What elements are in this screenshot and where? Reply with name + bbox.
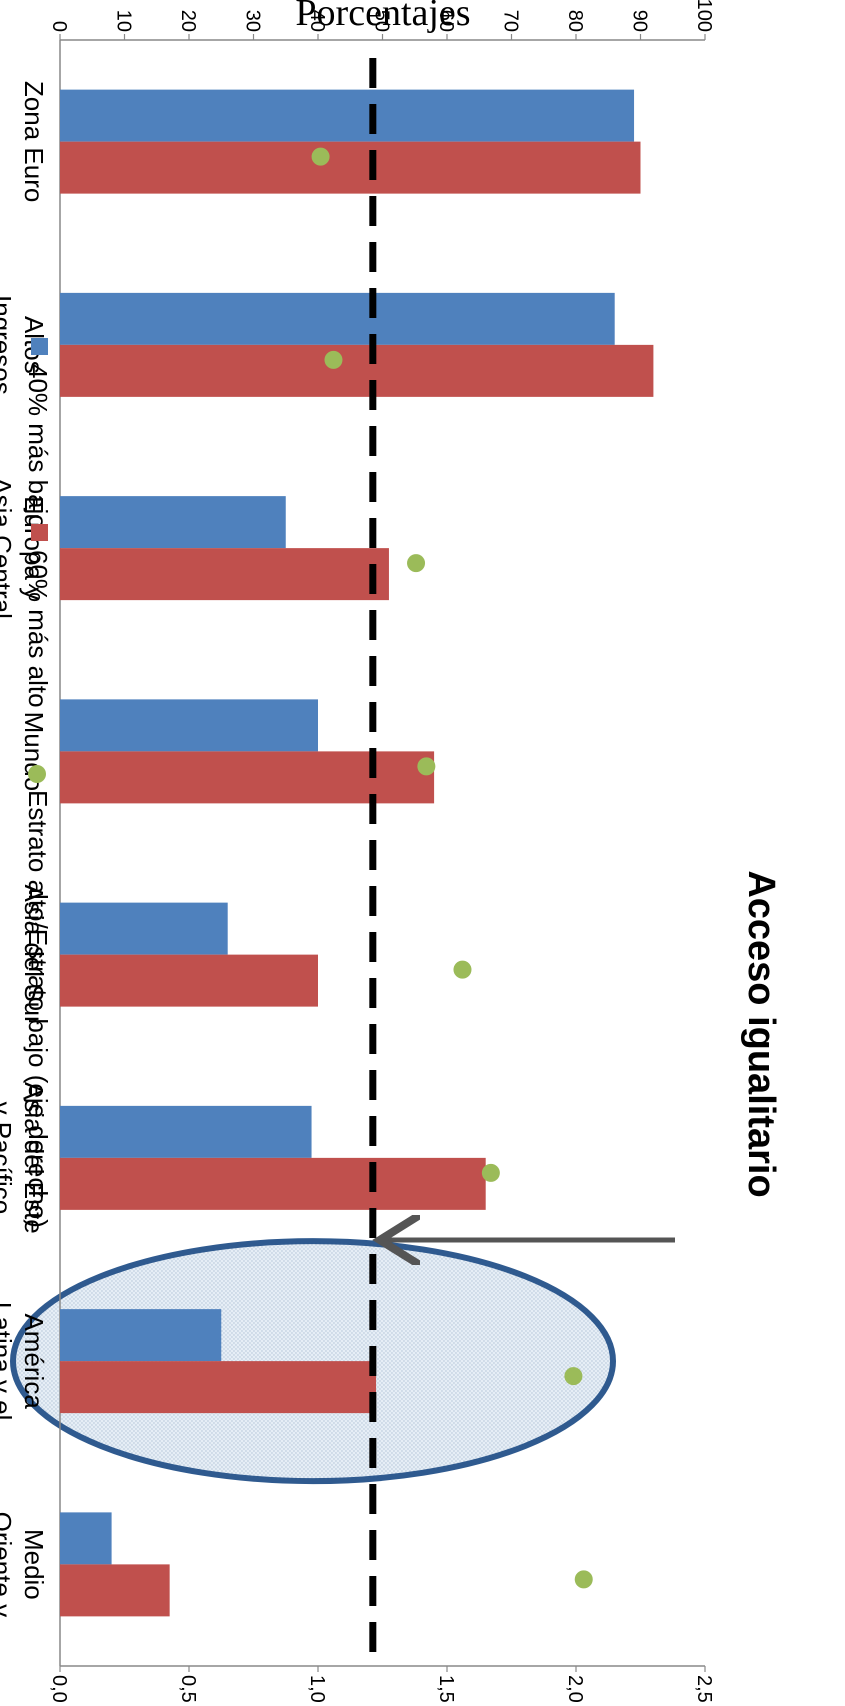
bar-low-6	[60, 1309, 222, 1362]
category-label-line: Asia del Sur	[19, 885, 49, 1026]
category-label-1: AltosIngresos(OECD)	[0, 295, 49, 395]
bar-low-0	[60, 89, 635, 142]
category-label-6: AméricaLatina y elCaribe	[0, 1302, 49, 1421]
left-tick-label: 30	[242, 10, 264, 32]
left-tick-label: 10	[113, 10, 135, 32]
annotation-text: Acceso igualitario	[740, 870, 782, 1197]
bar-low-5	[59, 1105, 312, 1158]
right-tick-label: 1,0	[306, 1675, 328, 1703]
bar-high-1	[59, 344, 654, 397]
category-label-4: Asia del Sur	[19, 885, 49, 1026]
category-label-line: Latina y el	[0, 1302, 17, 1421]
category-label-line: Medio	[19, 1529, 49, 1600]
ratio-point-4	[453, 960, 472, 979]
ratio-point-1	[324, 350, 343, 369]
legend-label-0: 40% más bajo	[23, 364, 53, 529]
category-label-7: MedioOriente yÁfrica delNorte	[0, 1510, 49, 1618]
bar-low-7	[59, 1512, 112, 1565]
right-tick-label: 2,0	[564, 1675, 586, 1703]
bar-low-4	[60, 902, 228, 955]
category-label-line: Zona Euro	[19, 81, 49, 202]
bar-low-2	[60, 496, 286, 549]
left-tick-label: 20	[177, 10, 199, 32]
category-label-2: Europa yAsia Central	[0, 477, 49, 619]
left-tick-label: 60	[435, 10, 457, 32]
ratio-point-6	[564, 1367, 583, 1386]
category-label-0: Zona Euro	[19, 81, 49, 202]
category-label-line: Asia Central	[0, 477, 17, 619]
right-tick-label: 2,5	[693, 1675, 715, 1703]
legend-marker-2	[28, 765, 46, 783]
bar-high-3	[60, 751, 435, 804]
bar-high-6	[60, 1361, 377, 1414]
category-label-line: y Pacífico	[0, 1102, 17, 1215]
right-tick-label: 1,5	[435, 1675, 457, 1703]
bar-high-0	[60, 141, 641, 194]
y-axis-title: Porcentajes	[295, 0, 470, 34]
ratio-point-5	[481, 1163, 500, 1182]
legend-label-2: Estrato alto/Estrato bajo (eje derecho)	[23, 790, 53, 1228]
ratio-point-3	[417, 757, 436, 776]
category-label-line: Oriente y	[0, 1512, 17, 1618]
left-tick-label: 90	[629, 10, 651, 32]
bar-high-2	[60, 548, 389, 601]
left-tick-label: 80	[564, 10, 586, 32]
legend-label-1: 60% más alto	[23, 550, 53, 708]
category-label-line: Ingresos	[0, 295, 17, 395]
category-label-line: Asia del Este	[19, 1082, 49, 1234]
left-tick-label: 40	[306, 10, 328, 32]
category-label-5: Asia del Estey Pacífico	[0, 1082, 49, 1234]
category-label-line: América	[19, 1313, 49, 1409]
bar-high-7	[60, 1564, 170, 1617]
ratio-point-7	[574, 1570, 593, 1589]
right-tick-label: 0,5	[177, 1675, 199, 1703]
left-tick-label: 70	[500, 10, 522, 32]
left-tick-label: 100	[693, 0, 715, 32]
bar-high-4	[60, 954, 318, 1007]
category-label-line: Europa y	[19, 496, 49, 600]
bar-high-5	[60, 1157, 486, 1210]
ratio-point-2	[407, 554, 426, 573]
legend-marker-0	[31, 338, 48, 355]
ratio-point-0	[311, 147, 330, 166]
right-tick-label: 0,0	[48, 1675, 70, 1703]
left-tick-label: 50	[371, 10, 393, 32]
bar-low-1	[59, 292, 615, 345]
bar-low-3	[60, 699, 318, 752]
legend-marker-1	[31, 524, 48, 541]
left-tick-label: 0	[48, 21, 70, 32]
